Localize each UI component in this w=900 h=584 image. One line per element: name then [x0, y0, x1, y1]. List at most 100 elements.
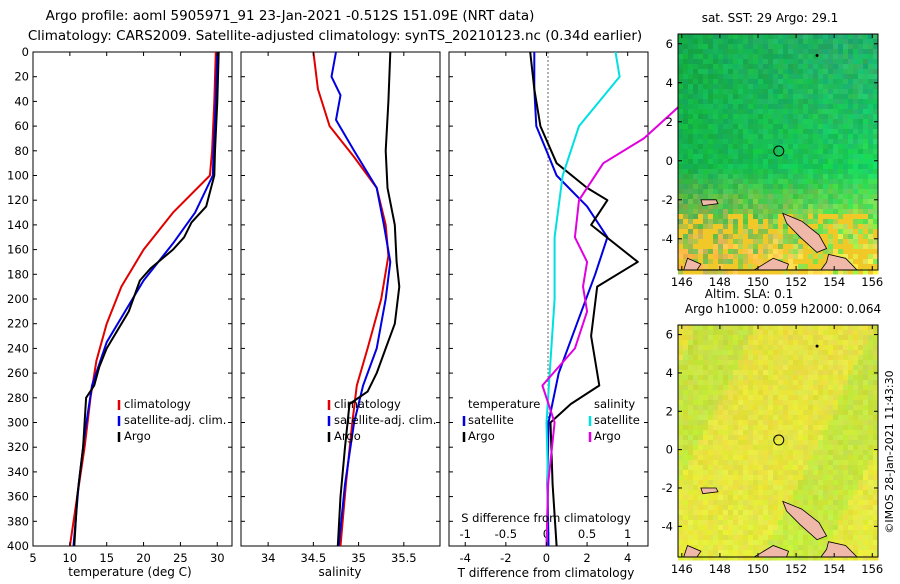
profile-line-climatology — [312, 51, 390, 547]
x-tick-label: 15 — [99, 551, 114, 565]
lat-tick-label: 0 — [666, 154, 673, 168]
lat-tick-label: -2 — [662, 481, 673, 495]
profile-line-s-satellite — [545, 51, 621, 547]
profile-line-argo — [73, 51, 220, 547]
profile-line-satellite-adj-clim- — [330, 51, 392, 547]
depth-tick-label: 280 — [7, 391, 29, 405]
depth-tick-label: 400 — [7, 539, 29, 553]
depth-tick-label: 200 — [7, 292, 29, 306]
salinity-tick-labels: 34 34.5 35 35.5 — [261, 551, 417, 565]
sst-field — [678, 34, 879, 275]
temperature-profiles — [68, 51, 220, 547]
depth-tick-label: 40 — [14, 94, 29, 108]
legend-satellite: satellite-adj. clim. — [124, 413, 226, 427]
difference-panel: -4 -2 0 2 4 -1 -0.5 0 0.5 1 S difference from cl… — [448, 51, 702, 580]
depth-tick-label: 220 — [7, 317, 29, 331]
sst-land — [683, 53, 858, 271]
legend-salinity-header: salinity — [594, 397, 635, 411]
lat-tick-label: 2 — [666, 115, 673, 129]
credit-text: ©IMOS 28-Jan-2021 11:43:30 — [883, 370, 896, 533]
salinity-legend: climatology satellite-adj. clim. Argo — [327, 397, 436, 443]
lat-tick-label: 6 — [666, 328, 673, 342]
legend-s-satellite: satellite — [594, 413, 640, 427]
temperature-xlabel: temperature (deg C) — [68, 565, 191, 579]
x-tick-label: 35 — [351, 551, 366, 565]
legend-s-argo: Argo — [594, 429, 621, 443]
lon-tick-label: 148 — [709, 562, 731, 576]
salinity-panel: 34 34.5 35 35.5 salinity climatology satell… — [240, 51, 441, 579]
depth-tick-label: 120 — [7, 193, 29, 207]
depth-tick-label: 60 — [14, 119, 29, 133]
depth-tick-label: 380 — [7, 514, 29, 528]
s-difference-tick-labels: -1 -0.5 0 0.5 1 — [460, 527, 632, 541]
depth-tick-label: 240 — [7, 341, 29, 355]
lat-tick-label: 2 — [666, 404, 673, 418]
lat-tick-label: -4 — [662, 519, 673, 533]
sla-lat-ticks: 6 4 2 0 -2 -4 — [662, 328, 878, 533]
lon-tick-label: 156 — [861, 275, 883, 289]
land-polygon — [782, 500, 828, 541]
lat-tick-label: 4 — [666, 76, 673, 90]
lon-tick-label: 148 — [709, 275, 731, 289]
depth-tick-label: 180 — [7, 267, 29, 281]
legend-climatology: climatology — [334, 397, 401, 411]
legend-temperature-header: temperature — [468, 397, 540, 411]
lat-tick-label: 6 — [666, 37, 673, 51]
depth-tick-label: 340 — [7, 465, 29, 479]
x-tick-label: 4 — [624, 551, 631, 565]
lon-tick-label: 156 — [861, 562, 883, 576]
depth-tick-label: 20 — [14, 70, 29, 84]
t-difference-tick-labels: -4 -2 0 2 4 — [460, 551, 632, 565]
lon-tick-label: 150 — [747, 562, 769, 576]
legend-t-argo: Argo — [468, 429, 495, 443]
depth-tick-label: 360 — [7, 490, 29, 504]
depth-tick-label: 320 — [7, 440, 29, 454]
s-tick-label: 1 — [624, 527, 631, 541]
x-tick-label: 20 — [136, 551, 151, 565]
sla-map: Altim. SLA: 0.1 Argo h1000: 0.059 h2000:… — [662, 287, 884, 576]
argo-float-marker — [773, 145, 785, 157]
lon-tick-label: 150 — [747, 275, 769, 289]
sla-map-title: Altim. SLA: 0.1 — [705, 287, 793, 301]
argo-float-marker — [773, 434, 785, 446]
x-tick-label: -2 — [500, 551, 511, 565]
legend-argo: Argo — [334, 429, 361, 443]
island-dot — [815, 53, 819, 57]
lon-tick-label: 146 — [671, 562, 693, 576]
legend-t-satellite: satellite — [468, 413, 514, 427]
temperature-panel: 0 20 40 60 80 100 120 140 160 180 200 220 240 260 280 3… — [7, 45, 233, 579]
lon-tick-label: 154 — [823, 275, 845, 289]
land-polygon — [700, 199, 719, 207]
lat-tick-label: 4 — [666, 366, 673, 380]
depth-tick-label: 0 — [22, 45, 29, 59]
difference-profiles — [529, 51, 702, 547]
x-tick-label: 10 — [63, 551, 78, 565]
temperature-legend: climatology satellite-adj. clim. Argo — [117, 397, 226, 443]
difference-legend: temperature satellite Argo salinity sate… — [462, 397, 640, 443]
temperature-tick-labels: 5 10 15 20 25 30 — [29, 551, 224, 565]
sst-lat-ticks: 6 4 2 0 -2 -4 — [662, 37, 878, 246]
island-dot — [815, 344, 819, 348]
salinity-xlabel: salinity — [318, 565, 361, 579]
x-tick-label: 2 — [583, 551, 590, 565]
header-line-2: Climatology: CARS2009. Satellite-adjuste… — [28, 28, 642, 44]
profile-line-satellite-adj-clim- — [72, 51, 219, 547]
x-tick-label: 5 — [29, 551, 36, 565]
legend-argo: Argo — [124, 429, 151, 443]
x-tick-label: -4 — [460, 551, 471, 565]
s-difference-xlabel: S difference from climatology — [461, 511, 631, 525]
x-tick-label: 34 — [261, 551, 276, 565]
sla-map-subtitle: Argo h1000: 0.059 h2000: 0.064 — [685, 302, 881, 316]
s-tick-label: 0.5 — [578, 527, 596, 541]
lon-tick-label: 146 — [671, 275, 693, 289]
profile-line-t-argo — [529, 51, 639, 547]
lon-tick-label: 152 — [785, 562, 807, 576]
depth-tick-label: 260 — [7, 366, 29, 380]
s-tick-label: -1 — [460, 527, 471, 541]
s-tick-label: -0.5 — [495, 527, 517, 541]
depth-tick-label: 80 — [14, 144, 29, 158]
depth-tick-labels: 0 20 40 60 80 100 120 140 160 180 200 220 240 260 280 3… — [7, 45, 29, 553]
t-difference-xlabel: T difference from climatology — [457, 566, 635, 580]
